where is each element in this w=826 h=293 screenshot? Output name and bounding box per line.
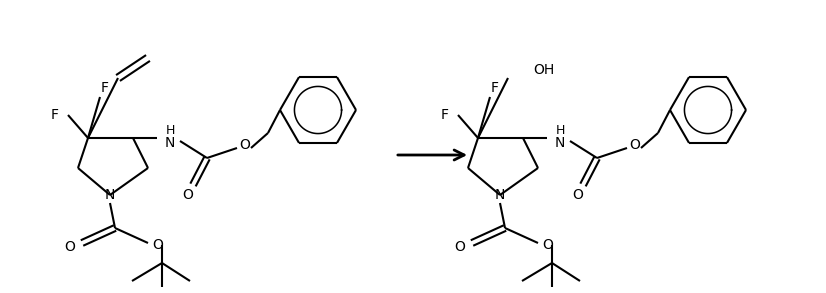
- Text: OH: OH: [533, 63, 554, 77]
- Text: N: N: [495, 188, 506, 202]
- Text: N: N: [165, 136, 175, 150]
- Text: N: N: [105, 188, 115, 202]
- Text: O: O: [543, 238, 553, 252]
- Text: H: H: [165, 124, 174, 137]
- Text: F: F: [101, 81, 109, 95]
- Text: O: O: [629, 138, 640, 152]
- Text: N: N: [555, 136, 565, 150]
- Text: O: O: [454, 240, 465, 254]
- Text: F: F: [441, 108, 449, 122]
- Text: O: O: [153, 238, 164, 252]
- Text: O: O: [183, 188, 193, 202]
- Text: O: O: [240, 138, 250, 152]
- Text: O: O: [572, 188, 583, 202]
- Text: F: F: [51, 108, 59, 122]
- Text: H: H: [555, 124, 565, 137]
- Text: F: F: [491, 81, 499, 95]
- Text: O: O: [64, 240, 75, 254]
